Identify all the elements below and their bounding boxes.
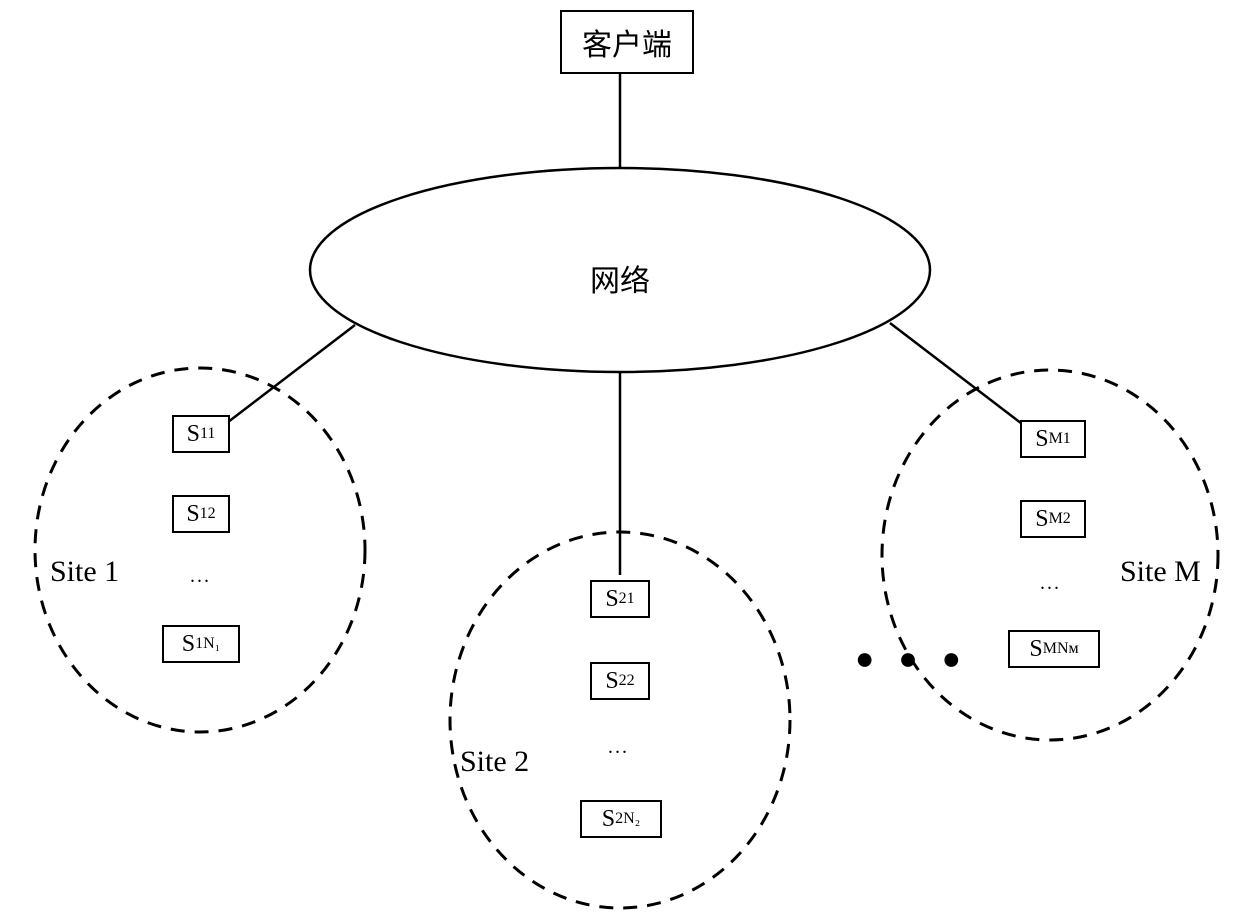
site1-label: Site 1 xyxy=(50,555,119,589)
siteM-label: Site M xyxy=(1120,555,1201,589)
site2-server-n: S2N₂ xyxy=(580,800,662,838)
siteM-dots: ... xyxy=(1040,572,1061,595)
site2-server-0: S21 xyxy=(590,580,650,618)
siteM-server-0: SM1 xyxy=(1020,420,1086,458)
site1-server-n: S1N₁ xyxy=(162,625,240,663)
siteM-server-1: SM2 xyxy=(1020,500,1086,538)
client-label: 客户端 xyxy=(582,29,672,62)
site1-server-1: S12 xyxy=(172,495,230,533)
client-box: 客户端 xyxy=(560,10,694,74)
site1-dots: ... xyxy=(190,565,211,588)
site2-dots: ... xyxy=(608,736,629,759)
network-label: 网络 xyxy=(590,256,650,300)
diagram-svg xyxy=(0,0,1240,923)
siteM-server-n: SMNᴍ xyxy=(1008,630,1100,668)
sites-ellipsis-dots: ● ● ● xyxy=(855,640,969,677)
site1-server-0: S11 xyxy=(172,415,230,453)
site2-server-1: S22 xyxy=(590,662,650,700)
site2-label: Site 2 xyxy=(460,745,529,779)
